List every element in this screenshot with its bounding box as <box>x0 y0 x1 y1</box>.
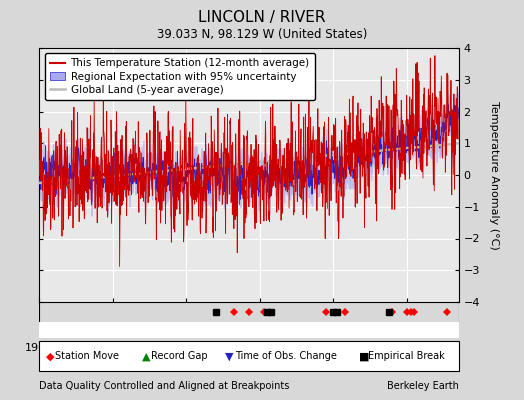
Text: Data Quality Controlled and Aligned at Breakpoints: Data Quality Controlled and Aligned at B… <box>39 381 290 391</box>
Text: Berkeley Earth: Berkeley Earth <box>387 381 458 391</box>
Text: Time of Obs. Change: Time of Obs. Change <box>235 351 336 361</box>
Text: Empirical Break: Empirical Break <box>368 351 445 361</box>
Text: ◆: ◆ <box>46 351 54 361</box>
Text: ▲: ▲ <box>141 351 150 361</box>
Text: Station Move: Station Move <box>55 351 119 361</box>
Legend: This Temperature Station (12-month average), Regional Expectation with 95% uncer: This Temperature Station (12-month avera… <box>45 53 315 100</box>
Text: ■: ■ <box>359 351 369 361</box>
Y-axis label: Temperature Anomaly (°C): Temperature Anomaly (°C) <box>489 101 499 249</box>
Text: Record Gap: Record Gap <box>151 351 208 361</box>
Text: ▼: ▼ <box>225 351 234 361</box>
Text: LINCOLN / RIVER: LINCOLN / RIVER <box>198 10 326 25</box>
Text: 39.033 N, 98.129 W (United States): 39.033 N, 98.129 W (United States) <box>157 28 367 41</box>
